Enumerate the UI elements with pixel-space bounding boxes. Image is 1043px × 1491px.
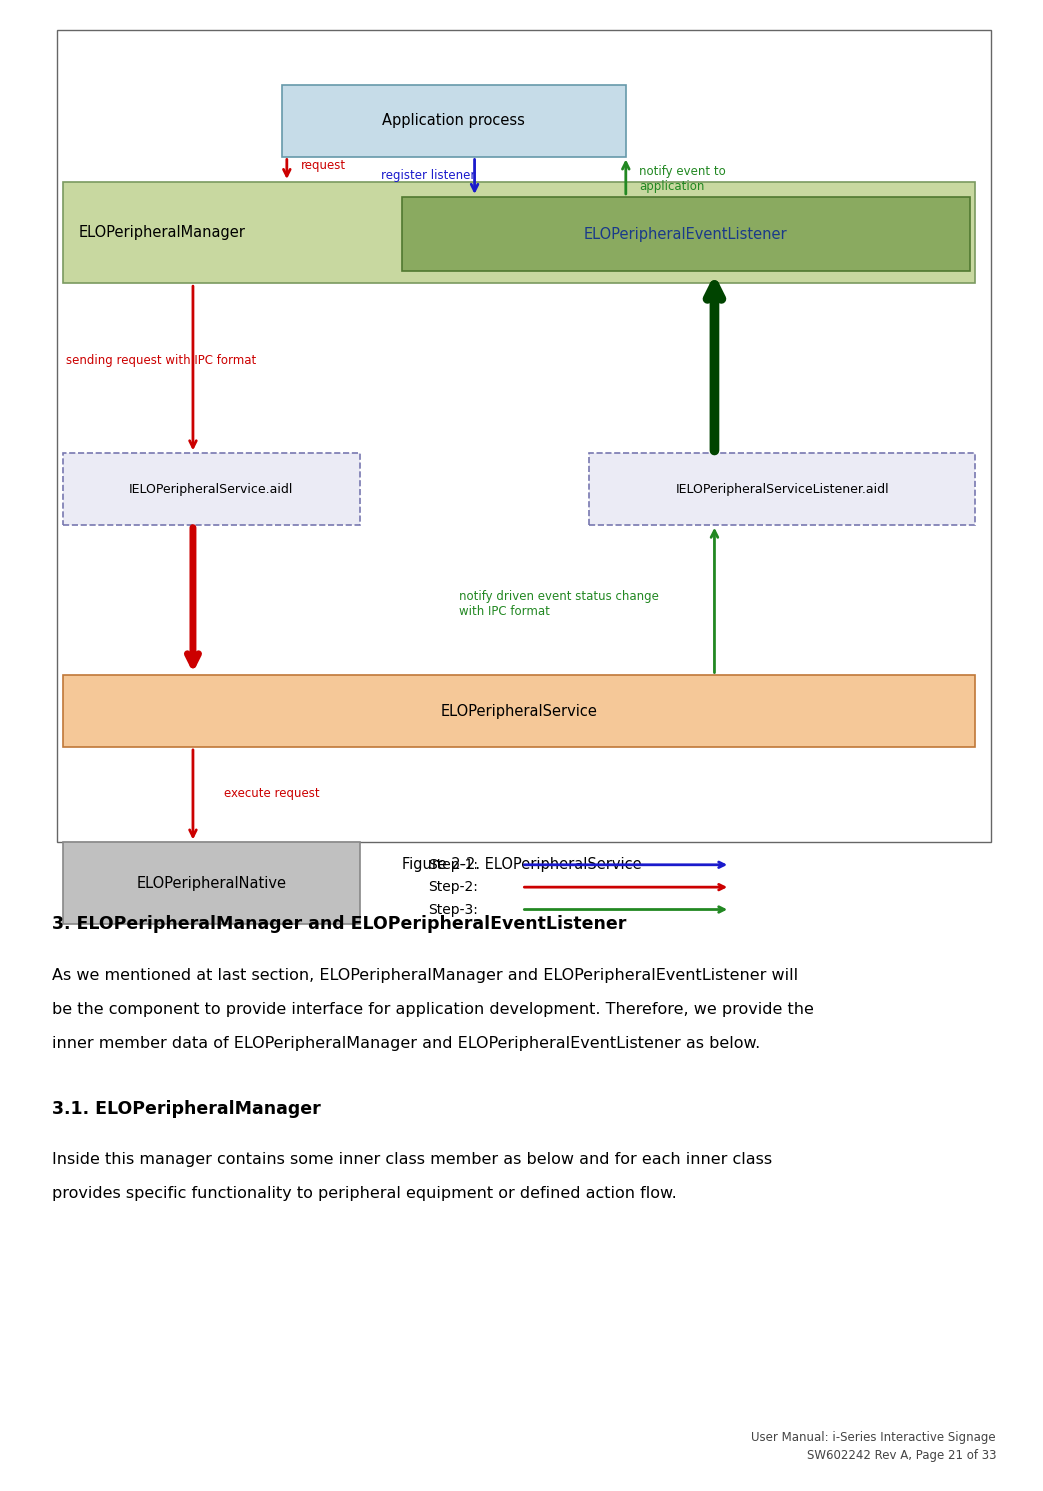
FancyBboxPatch shape [63, 842, 360, 924]
FancyBboxPatch shape [282, 85, 626, 157]
Text: Step-3:: Step-3: [428, 902, 478, 917]
Text: notify driven event status change
with IPC format: notify driven event status change with I… [459, 590, 659, 617]
Text: ELOPeripheralEventListener: ELOPeripheralEventListener [584, 227, 787, 242]
FancyBboxPatch shape [63, 182, 975, 283]
Text: User Manual: i-Series Interactive Signage
SW602242 Rev A, Page 21 of 33: User Manual: i-Series Interactive Signag… [751, 1431, 996, 1463]
Text: Application process: Application process [383, 113, 525, 128]
FancyBboxPatch shape [402, 197, 970, 271]
Text: ELOPeripheralNative: ELOPeripheralNative [137, 875, 286, 892]
FancyBboxPatch shape [63, 675, 975, 747]
Text: As we mentioned at last section, ELOPeripheralManager and ELOPeripheralEventList: As we mentioned at last section, ELOPeri… [52, 968, 798, 983]
Text: request: request [300, 160, 345, 171]
Text: 3.1. ELOPeripheralManager: 3.1. ELOPeripheralManager [52, 1100, 321, 1118]
Text: Inside this manager contains some inner class member as below and for each inner: Inside this manager contains some inner … [52, 1153, 772, 1167]
Text: notify event to
application: notify event to application [639, 166, 726, 192]
Text: provides specific functionality to peripheral equipment or defined action flow.: provides specific functionality to perip… [52, 1185, 677, 1200]
Text: Step-2:: Step-2: [428, 880, 478, 895]
Text: execute request: execute request [224, 787, 320, 799]
Text: IELOPeripheralService.aidl: IELOPeripheralService.aidl [129, 483, 293, 495]
FancyBboxPatch shape [589, 453, 975, 525]
Text: register listener: register listener [381, 170, 475, 182]
FancyBboxPatch shape [57, 30, 991, 842]
Text: 3. ELOPeripheralManager and ELOPeripheralEventListener: 3. ELOPeripheralManager and ELOPeriphera… [52, 915, 627, 933]
Text: sending request with IPC format: sending request with IPC format [66, 355, 256, 367]
Text: ELOPeripheralManager: ELOPeripheralManager [78, 225, 245, 240]
Text: inner member data of ELOPeripheralManager and ELOPeripheralEventListener as belo: inner member data of ELOPeripheralManage… [52, 1036, 760, 1051]
Text: be the component to provide interface for application development. Therefore, we: be the component to provide interface fo… [52, 1002, 814, 1017]
FancyBboxPatch shape [63, 453, 360, 525]
Text: Figure 2-2. ELOPeripheralService: Figure 2-2. ELOPeripheralService [402, 857, 641, 872]
Text: Step-1:: Step-1: [428, 857, 478, 872]
Text: ELOPeripheralService: ELOPeripheralService [440, 704, 598, 719]
Text: IELOPeripheralServiceListener.aidl: IELOPeripheralServiceListener.aidl [676, 483, 889, 495]
